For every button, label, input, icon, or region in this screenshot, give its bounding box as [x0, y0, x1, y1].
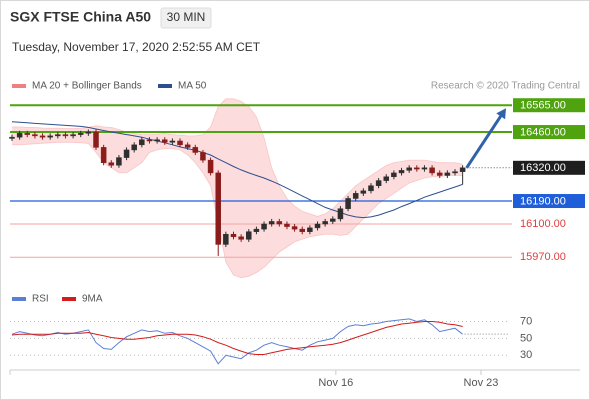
candle-body: [391, 172, 397, 178]
candle-body: [62, 134, 69, 137]
candle-body: [47, 135, 53, 138]
candle-body: [368, 185, 374, 192]
candle-body: [398, 170, 405, 174]
candle-body: [337, 208, 344, 220]
chart-title: SGX FTSE China A50: [10, 9, 151, 25]
level-label: 15970.00: [520, 251, 566, 263]
candle-body: [16, 133, 23, 138]
candle-body: [360, 190, 367, 194]
candle-body: [39, 135, 46, 138]
legend-swatch: [12, 297, 26, 301]
candle-body: [444, 172, 451, 176]
candle-body: [223, 233, 229, 245]
candle-body: [352, 193, 359, 199]
y-tick-label: 70: [520, 315, 532, 327]
bollinger-fill: [12, 98, 463, 278]
y-tick-label: 30: [520, 349, 532, 361]
candle-body: [123, 149, 130, 158]
candle-body: [291, 226, 298, 230]
candle-body: [215, 172, 221, 245]
legend-label: MA 20 + Bollinger Bands: [32, 81, 142, 92]
legend-swatch: [12, 84, 26, 88]
candle-body: [55, 134, 61, 137]
candle-body: [314, 223, 321, 229]
legend-label: MA 50: [178, 81, 207, 92]
candle-body: [32, 134, 38, 137]
candle-body: [421, 167, 428, 170]
candle-body: [9, 136, 15, 139]
candle-body: [70, 134, 76, 137]
candle-body: [253, 228, 260, 232]
candle-body: [345, 198, 351, 209]
candle-body: [238, 236, 244, 240]
candle-body: [200, 152, 206, 161]
candle-body: [177, 140, 183, 146]
candle-body: [375, 180, 382, 186]
candle-body: [85, 131, 92, 134]
level-box: [513, 194, 585, 209]
candle-body: [459, 167, 466, 172]
candle-body: [246, 231, 252, 240]
level-box: [513, 98, 585, 113]
legend-label: RSI: [32, 294, 49, 305]
subtitle: Tuesday, November 17, 2020 2:52:55 AM CE…: [12, 40, 261, 54]
candle-body: [276, 221, 283, 225]
credit: Research © 2020 Trading Central: [431, 81, 580, 92]
candle-body: [322, 221, 328, 225]
level-label: 16460.00: [520, 126, 566, 138]
timeframe: 30 MIN: [167, 10, 206, 24]
candle-body: [383, 176, 390, 181]
candle-body: [162, 139, 168, 143]
timeframe-box: [160, 7, 212, 29]
candle-body: [108, 162, 115, 166]
target-arrow: [465, 113, 504, 169]
candle-body: [184, 144, 191, 148]
candle-body: [230, 233, 237, 238]
target-arrowhead: [496, 108, 506, 120]
x-tick-label: Nov 23: [464, 377, 499, 389]
legend-swatch: [62, 297, 76, 301]
level-label: 16565.00: [520, 100, 566, 112]
legend-label: 9MA: [82, 294, 103, 305]
candle-body: [261, 223, 267, 230]
candle-body: [77, 133, 84, 135]
level-label: 16320.00: [520, 162, 566, 174]
candle-body: [169, 140, 176, 143]
bollinger-lower: [12, 141, 463, 279]
candle-body: [284, 223, 290, 227]
candle-body: [414, 167, 420, 170]
candle-body: [207, 159, 214, 174]
candle-body: [100, 147, 107, 163]
candle-body: [93, 131, 99, 148]
y-tick-label: 50: [520, 332, 532, 344]
legend-swatch: [158, 84, 172, 88]
x-tick-label: Nov 16: [318, 377, 353, 389]
level-box: [513, 125, 585, 140]
level-box: [513, 160, 585, 175]
candle-body: [452, 171, 458, 174]
candle-body: [299, 228, 305, 232]
indicator-line: [11, 318, 463, 365]
candle-body: [268, 221, 275, 225]
candle-body: [139, 139, 145, 146]
candle-body: [116, 157, 122, 166]
candle-body: [131, 144, 137, 151]
candle-body: [436, 172, 443, 176]
indicator-line: [11, 321, 463, 355]
candle-body: [330, 218, 336, 222]
level-label: 16190.00: [520, 195, 566, 207]
level-label: 16100.00: [520, 218, 566, 230]
candle-body: [406, 167, 412, 171]
candle-body: [146, 139, 153, 142]
candle-body: [154, 139, 160, 142]
ma-line: [11, 121, 463, 219]
candle-body: [429, 167, 435, 174]
candle-body: [24, 133, 31, 135]
candle-body: [307, 227, 313, 232]
candle-body: [192, 147, 199, 153]
